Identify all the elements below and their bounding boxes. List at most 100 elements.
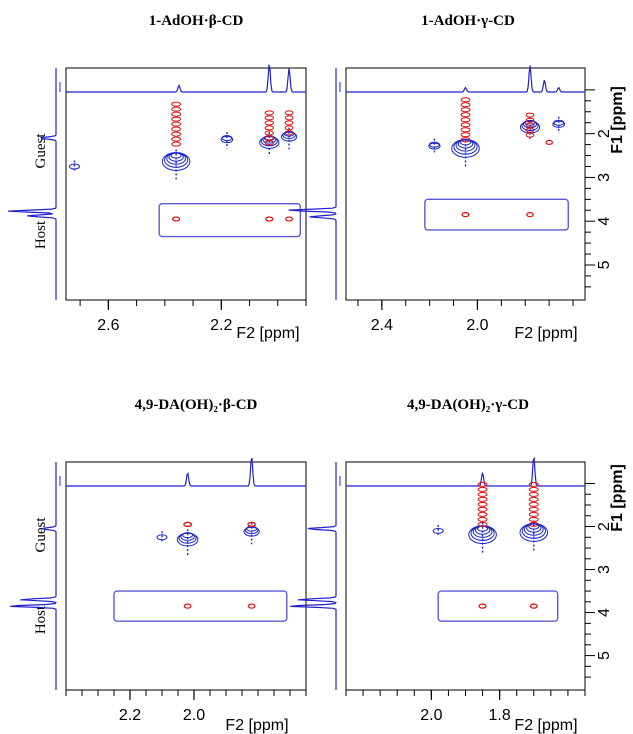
cross-peak-contour xyxy=(525,112,535,118)
x-tick-label: 1.8 xyxy=(489,707,511,724)
y-tick-label: 2 xyxy=(596,129,613,138)
cross-peak-contour xyxy=(477,501,488,507)
y-tick-label: 5 xyxy=(596,260,613,269)
cross-peak-contour xyxy=(545,139,553,145)
panel-4: 2.0 1.8 2 3 4 5 xyxy=(290,456,613,724)
cross-peak-contour xyxy=(477,491,488,497)
cross-peak-contour xyxy=(528,486,539,492)
host-label-bottom: Host xyxy=(33,605,49,634)
cross-peak-contour xyxy=(264,130,274,136)
f1-axis-title-top: F1 [ppm] xyxy=(609,86,626,154)
y-tick-label: 4 xyxy=(596,608,613,617)
cross-peak-contour xyxy=(529,603,538,609)
f2-axis-title-3: F2 [ppm] xyxy=(225,717,288,734)
cross-peak-contour xyxy=(477,486,488,492)
cross-peak-contour xyxy=(528,501,539,507)
cross-peak-contour xyxy=(460,127,471,133)
y-tick-label: 3 xyxy=(596,173,613,182)
cross-peak-contour xyxy=(477,511,488,517)
f1-projection-spectrum xyxy=(8,68,57,300)
cross-peak-contour xyxy=(460,122,471,128)
f2-axis-title-1: F2 [ppm] xyxy=(236,325,299,342)
x-tick-label: 2.6 xyxy=(97,317,119,334)
f2-axis-title-2: F2 [ppm] xyxy=(514,325,577,342)
cross-peak-contour xyxy=(171,141,182,147)
host-region-box xyxy=(424,198,569,231)
panel-1: 2.6 2.2 xyxy=(8,64,307,334)
cross-peak-contour xyxy=(183,521,192,527)
y-tick-label: 5 xyxy=(596,651,613,660)
cross-peak-contour xyxy=(525,132,535,138)
f2-projection-spectrum xyxy=(66,457,306,487)
cross-peak-contour xyxy=(477,516,488,522)
cross-peak-contour xyxy=(264,135,274,141)
host-label-top: Host xyxy=(33,220,49,249)
cross-peak-contour xyxy=(460,97,471,103)
cross-peak-contour xyxy=(265,216,274,222)
x-tick-label: 2.0 xyxy=(420,707,442,724)
cross-peak-contour xyxy=(461,212,470,218)
cross-peak-contour xyxy=(460,102,471,108)
guest-label-top: Guest xyxy=(33,133,49,169)
y-tick-label: 2 xyxy=(596,522,613,531)
f1-projection-spectrum xyxy=(10,462,57,690)
cross-peak-contour xyxy=(171,126,182,132)
panel-title-2: 1-AdOH·γ-CD xyxy=(421,13,515,29)
cross-peak-contour xyxy=(528,506,539,512)
cross-peak-contour xyxy=(284,115,294,121)
cross-peak-contour xyxy=(460,112,471,118)
y-tick-label: 4 xyxy=(596,217,613,226)
cross-peak-contour xyxy=(284,120,294,126)
cross-peak-contour xyxy=(460,132,471,138)
cross-peak-contour xyxy=(526,212,534,218)
panel-3: 2.2 2.0 xyxy=(10,457,307,724)
cross-peak-contour xyxy=(171,136,182,142)
x-tick-label: 2.0 xyxy=(466,317,488,334)
cross-peak-contour xyxy=(247,521,256,527)
x-tick-label: 2.4 xyxy=(371,317,393,334)
panel-title-3: 4,9-DA(OH)₂·β-CD xyxy=(135,397,258,413)
cross-peak-contour xyxy=(460,137,471,143)
f1-projection-spectrum xyxy=(288,68,337,300)
guest-label-bottom: Guest xyxy=(33,517,49,553)
plot-frame xyxy=(345,461,586,691)
cross-peak-contour xyxy=(525,127,535,133)
cross-peak-contour xyxy=(284,130,294,136)
cross-peak-contour xyxy=(528,481,539,487)
cross-peak-contour xyxy=(171,106,182,112)
host-region-box xyxy=(437,590,559,622)
cross-peak-contour xyxy=(171,111,182,117)
cross-peak-contour xyxy=(478,603,487,609)
panel-title-4: 4,9-DA(OH)₂·γ-CD xyxy=(407,397,529,413)
f2-axis-title-4: F2 [ppm] xyxy=(514,717,577,734)
cross-peak-contour xyxy=(171,131,182,137)
cross-peak-contour xyxy=(285,216,293,222)
cross-peak-contour xyxy=(477,521,488,527)
cross-peak-contour xyxy=(264,110,274,116)
f1-axis-title-bottom: F1 [ppm] xyxy=(609,464,626,532)
cross-peak-contour xyxy=(528,491,539,497)
cross-peak-contour xyxy=(264,115,274,121)
cross-peak-contour xyxy=(460,117,471,123)
diagonal-peak-contour xyxy=(176,532,199,547)
cross-peak-contour xyxy=(525,122,535,128)
cross-peak-contour xyxy=(171,101,182,107)
cross-peak-contour xyxy=(525,117,535,123)
cross-peak-contour xyxy=(284,125,294,131)
cross-peak-contour xyxy=(171,116,182,122)
cross-peak-contour xyxy=(264,120,274,126)
cross-peak-contour xyxy=(183,603,192,609)
x-tick-label: 2.2 xyxy=(210,317,232,334)
cross-peak-contour xyxy=(477,496,488,502)
cross-peak-contour xyxy=(528,521,539,527)
host-region-box xyxy=(158,202,302,238)
cross-peak-contour xyxy=(528,511,539,517)
cross-peak-contour xyxy=(477,506,488,512)
x-tick-label: 2.0 xyxy=(183,707,205,724)
panel-2: 2.4 2.0 2 3 4 5 xyxy=(288,65,613,334)
f1-projection-spectrum xyxy=(290,462,337,690)
panel-title-1: 1-AdOH·β-CD xyxy=(149,13,244,29)
cross-peak-contour xyxy=(528,516,539,522)
cross-peak-contour xyxy=(247,603,256,609)
